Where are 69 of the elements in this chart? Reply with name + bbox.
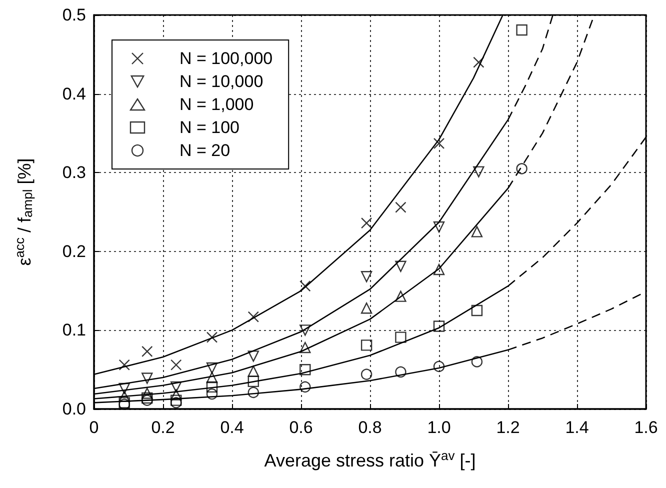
x-tick-label: 0 (89, 418, 99, 437)
legend-label: N = 20 (180, 141, 230, 160)
point (395, 202, 406, 213)
point (300, 324, 311, 336)
point (433, 360, 445, 372)
point (206, 372, 218, 384)
point (206, 381, 218, 393)
point (142, 372, 153, 384)
point (473, 166, 484, 178)
point (471, 356, 483, 368)
x-tick-label: 1.0 (427, 418, 451, 437)
point (433, 264, 445, 276)
point (395, 366, 406, 378)
x-tick-label: 1.4 (565, 418, 589, 437)
point (360, 340, 372, 351)
y-tick-label: 0.5 (62, 6, 86, 24)
point (142, 388, 153, 399)
x-tick-label: 0.8 (358, 418, 382, 437)
point (360, 368, 372, 380)
x-tick-label: 1.2 (496, 418, 520, 437)
point (206, 332, 218, 343)
point (248, 376, 259, 388)
legend-label: N = 10,000 (180, 72, 264, 91)
point (300, 381, 311, 393)
point (142, 392, 153, 404)
point (471, 304, 483, 316)
x-tick-label: 0.6 (289, 418, 313, 437)
point (170, 359, 182, 370)
point (395, 260, 406, 272)
point (118, 382, 130, 394)
point (433, 320, 445, 332)
y-tick-label: 0.0 (62, 400, 86, 418)
point (300, 364, 311, 376)
point (360, 271, 372, 282)
point (170, 381, 182, 393)
point (170, 397, 182, 408)
x-tick-label: 0.4 (220, 418, 244, 437)
legend-label: N = 100 (180, 118, 240, 137)
point (300, 280, 311, 292)
point (170, 389, 182, 400)
point (473, 56, 484, 68)
point (248, 386, 259, 398)
point (360, 302, 372, 314)
point (471, 226, 483, 238)
legend-label: N = 100,000 (180, 49, 273, 68)
point (300, 342, 311, 354)
point (516, 163, 528, 174)
point (516, 24, 528, 36)
legend-label: N = 1,000 (180, 95, 254, 114)
point (248, 366, 259, 377)
point (248, 311, 259, 322)
point (206, 388, 218, 400)
y-tick-label: 0.1 (62, 320, 86, 340)
point (395, 332, 406, 343)
y-tick-label: 0.2 (62, 242, 86, 261)
y-tick-label: 0.4 (62, 84, 86, 104)
point (206, 362, 218, 374)
point (360, 217, 372, 229)
point (170, 394, 182, 406)
x-tick-label: 1.6 (634, 418, 658, 437)
point (142, 394, 153, 406)
point (395, 290, 406, 302)
point (433, 138, 445, 150)
point (433, 221, 445, 233)
point (142, 346, 153, 358)
y-tick-label: 0.3 (62, 163, 86, 182)
y-axis-title: εacc / fampl [%] (12, 158, 35, 266)
point (248, 350, 259, 362)
x-tick-label: 0.2 (151, 418, 175, 437)
